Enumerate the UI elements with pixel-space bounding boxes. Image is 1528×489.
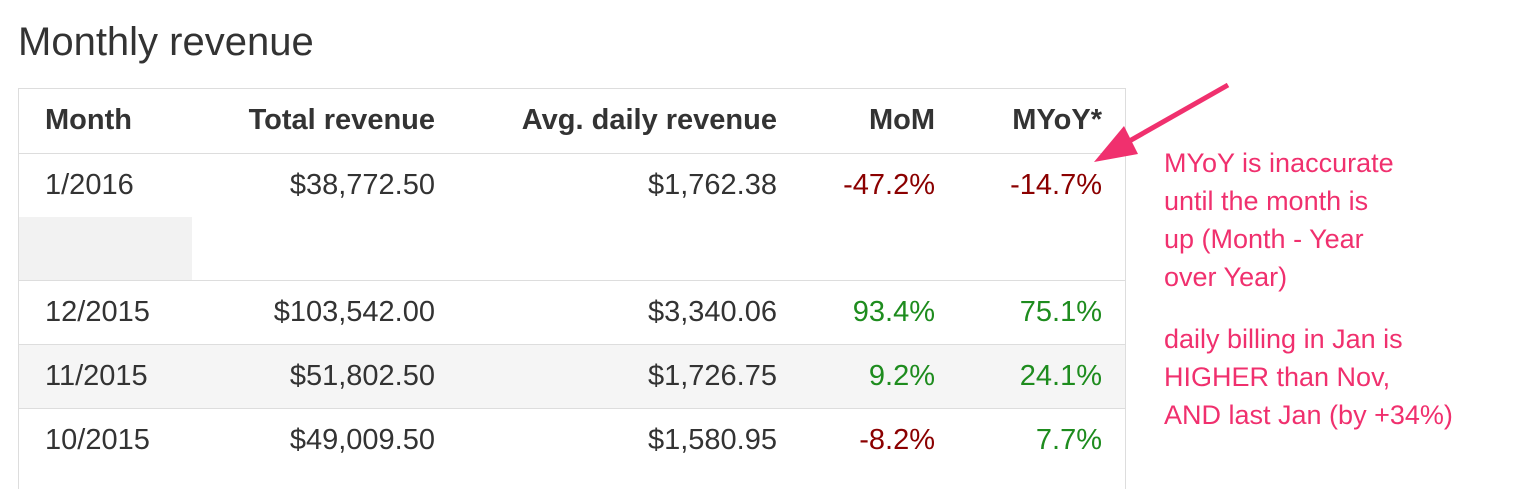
column-header: Month: [45, 104, 132, 136]
table-cell: 7.7%: [1035, 424, 1102, 456]
table-cell: $1,580.95: [647, 424, 777, 456]
arrow-head: [1094, 126, 1138, 162]
table-cell: $38,772.50: [289, 169, 435, 201]
table-row: 10/2015 $49,009.50 $1,580.95 -8.2% 7.7%: [19, 408, 1125, 472]
annotation-line: up (Month - Year: [1164, 224, 1364, 254]
page: Monthly revenue Month Total revenue Avg. d…: [18, 20, 1453, 489]
table-cell: -8.2%: [859, 424, 935, 456]
annotation-line: MYoY is inaccurate: [1164, 148, 1394, 178]
table-cell: 9.2%: [868, 360, 935, 392]
header-row: Month Total revenue Avg. daily revenue MoM M…: [19, 89, 1125, 153]
title: Monthly revenue: [18, 20, 314, 64]
column-header: Total revenue: [248, 104, 435, 136]
annotation-line: HIGHER than Nov,: [1164, 362, 1391, 392]
table-cell: 12/2015: [45, 296, 150, 328]
arrow: [1094, 82, 1230, 162]
annotation-line: AND last Jan (by +34%): [1164, 400, 1453, 430]
table-cell: 1/2016: [45, 169, 134, 201]
table-cell: 93.4%: [852, 296, 935, 328]
table-cell: 75.1%: [1019, 296, 1102, 328]
table-cell: $1,726.75: [647, 360, 777, 392]
table-cell: $103,542.00: [273, 296, 435, 328]
table-cell: $49,009.50: [289, 424, 435, 456]
column-header: Avg. daily revenue: [521, 104, 777, 136]
spacer-row: [19, 216, 1125, 281]
column-header: MYoY*: [1012, 104, 1102, 136]
table-row: 12/2015 $103,542.00 $3,340.06 93.4% 75.1%: [19, 280, 1125, 344]
table-cell: 10/2015: [45, 424, 150, 456]
table-cell: $51,802.50: [289, 360, 435, 392]
revenue-table: Month Total revenue Avg. daily revenue MoM M…: [18, 88, 1126, 489]
spacer-cell: [19, 217, 192, 281]
annotation-line: daily billing in Jan is: [1164, 324, 1403, 354]
table-cell: -47.2%: [843, 169, 935, 201]
column-header: MoM: [868, 104, 935, 136]
table-row: 1/2016 $38,772.50 $1,762.38 -47.2% -14.7%: [19, 153, 1125, 217]
table-cell: 11/2015: [45, 360, 148, 392]
table-cell: $1,762.38: [647, 169, 777, 201]
annotation-line: over Year): [1164, 262, 1288, 292]
annotation-line: until the month is: [1164, 186, 1369, 216]
table-cell: $3,340.06: [647, 296, 777, 328]
table-row: 11/2015 $51,802.50 $1,726.75 9.2% 24.1%: [19, 344, 1125, 408]
table-cell: 24.1%: [1019, 360, 1102, 392]
table-cell: -14.7%: [1010, 169, 1102, 201]
